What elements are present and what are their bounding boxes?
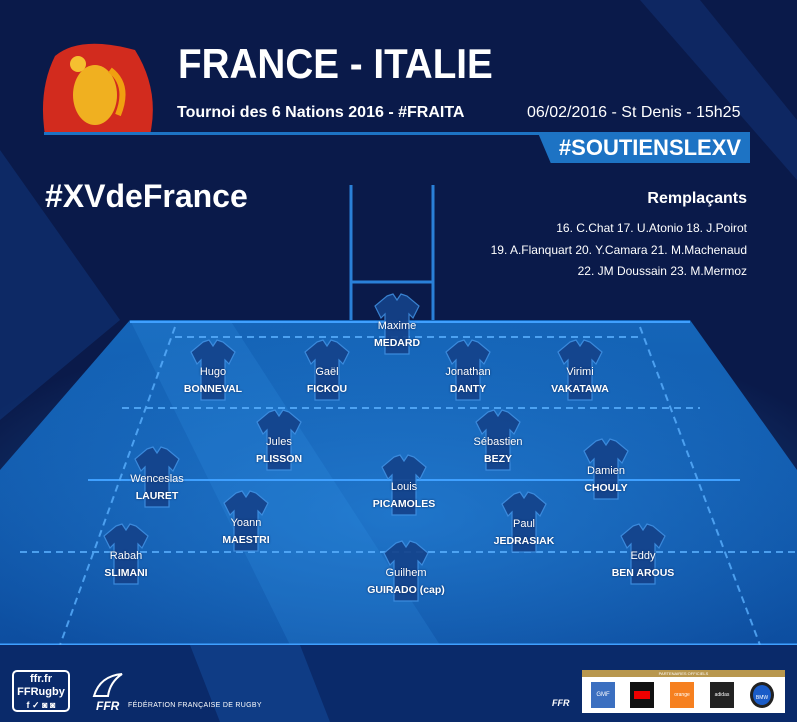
- player-first-name: Maxime: [377, 320, 417, 332]
- social-site: ffr.fr: [30, 673, 52, 685]
- goal-posts: [349, 185, 435, 320]
- player-first-name: Sébastien: [473, 436, 523, 448]
- jersey-icon: [445, 339, 491, 401]
- player-last-name: VAKATAWA: [551, 383, 609, 395]
- player-first-name: Damien: [587, 465, 625, 477]
- team-hashtag: #XVdeFrance: [45, 178, 248, 214]
- jersey-icon: [190, 339, 236, 401]
- jersey-icon: [256, 409, 302, 471]
- player: Louis PICAMOLES: [344, 454, 464, 516]
- partner-adidas: adidas: [710, 682, 734, 708]
- jersey-icon: [134, 446, 180, 508]
- player: Eddy BEN AROUS: [583, 523, 703, 585]
- player-first-name: Paul: [512, 518, 536, 530]
- player: Rabah SLIMANI: [66, 523, 186, 585]
- partner-gmf: GMF: [591, 682, 615, 708]
- divider: [44, 132, 750, 135]
- player-last-name: PICAMOLES: [372, 498, 436, 510]
- player-last-name: BEZY: [483, 453, 512, 465]
- player: Gaël FICKOU: [267, 339, 387, 401]
- player-first-name: Hugo: [199, 366, 227, 378]
- player-last-name: FICKOU: [306, 383, 348, 395]
- jersey-icon: [103, 523, 149, 585]
- player-first-name: Wenceslas: [130, 473, 184, 485]
- jersey-icon: [383, 540, 429, 602]
- partner-bmw: BMW: [750, 682, 774, 708]
- social-badge: ffr.fr FFRugby f ✓ ◙ ◙: [12, 670, 70, 712]
- partner-societe-generale: [630, 682, 654, 708]
- player-first-name: Jonathan: [445, 366, 491, 378]
- partners-panel: PARTENAIRES OFFICIELS GMF orange adidas …: [582, 670, 785, 713]
- player-first-name: Gaël: [315, 366, 339, 378]
- player-last-name: BONNEVAL: [183, 383, 243, 395]
- jersey-icon: [304, 339, 350, 401]
- player: Yoann MAESTRI: [186, 490, 306, 552]
- player-first-name: Eddy: [630, 550, 656, 562]
- hashtag-banner: #SOUTIENSLEXV: [538, 133, 750, 163]
- jersey-icon: [557, 339, 603, 401]
- player: Jonathan DANTY: [408, 339, 528, 401]
- player-last-name: GUIRADO (cap): [367, 584, 445, 596]
- ffr-crest-logo: [42, 43, 153, 135]
- substitutes-line: 16. C.Chat 17. U.Atonio 18. J.Poirot: [556, 221, 747, 235]
- player: Sébastien BEZY: [438, 409, 558, 471]
- jersey-icon: [583, 438, 629, 500]
- player-first-name: Jules: [266, 436, 292, 448]
- partners-header: PARTENAIRES OFFICIELS: [582, 670, 785, 677]
- player: Guilhem GUIRADO (cap): [346, 540, 466, 602]
- player: Paul JEDRASIAK: [464, 491, 584, 553]
- player-first-name: Louis: [390, 481, 418, 493]
- ffr-abbr: FFR: [96, 699, 120, 713]
- jersey-icon: [620, 523, 666, 585]
- player-first-name: Yoann: [230, 517, 262, 529]
- player-first-name: Virimi: [566, 366, 594, 378]
- jersey-icon: [223, 490, 269, 552]
- ffr-logo: [90, 672, 126, 700]
- player-last-name: MAESTRI: [222, 534, 270, 546]
- match-info: 06/02/2016 - St Denis - 15h25: [527, 104, 741, 121]
- jersey-icon: [501, 491, 547, 553]
- substitutes-line: 19. A.Flanquart 20. Y.Camara 21. M.Mache…: [490, 243, 747, 257]
- player-last-name: LAURET: [135, 490, 179, 502]
- player-last-name: CHOULY: [584, 482, 628, 494]
- federation-name: FÉDÉRATION FRANÇAISE DE RUGBY: [128, 702, 262, 709]
- player: Wenceslas LAURET: [97, 446, 217, 508]
- player-last-name: SLIMANI: [104, 567, 148, 579]
- player-last-name: DANTY: [449, 383, 487, 395]
- player-last-name: JEDRASIAK: [493, 535, 555, 547]
- player: Damien CHOULY: [546, 438, 666, 500]
- player-last-name: BEN AROUS: [611, 567, 675, 579]
- jersey-icon: [381, 454, 427, 516]
- substitutes-line: 22. JM Doussain 23. M.Mermoz: [577, 264, 747, 278]
- substitutes-title: Remplaçants: [647, 190, 747, 207]
- player-last-name: MEDARD: [373, 337, 421, 349]
- competition-subtitle: Tournoi des 6 Nations 2016 - #FRAITA: [177, 104, 465, 121]
- player-first-name: Guilhem: [385, 567, 427, 579]
- player: Hugo BONNEVAL: [153, 339, 273, 401]
- partner-orange: orange: [670, 682, 694, 708]
- ffr-abbr-small: FFR: [552, 698, 570, 708]
- jersey-icon: [475, 409, 521, 471]
- player: Maxime MEDARD: [337, 293, 457, 355]
- social-icons: f ✓ ◙ ◙: [26, 700, 56, 710]
- player-last-name: PLISSON: [255, 453, 303, 465]
- player: Jules PLISSON: [219, 409, 339, 471]
- player-first-name: Rabah: [109, 550, 143, 562]
- page-title: FRANCE - ITALIE: [178, 40, 493, 87]
- social-handle: FFRugby: [17, 686, 65, 698]
- player: Virimi VAKATAWA: [520, 339, 640, 401]
- jersey-icon: [374, 293, 420, 355]
